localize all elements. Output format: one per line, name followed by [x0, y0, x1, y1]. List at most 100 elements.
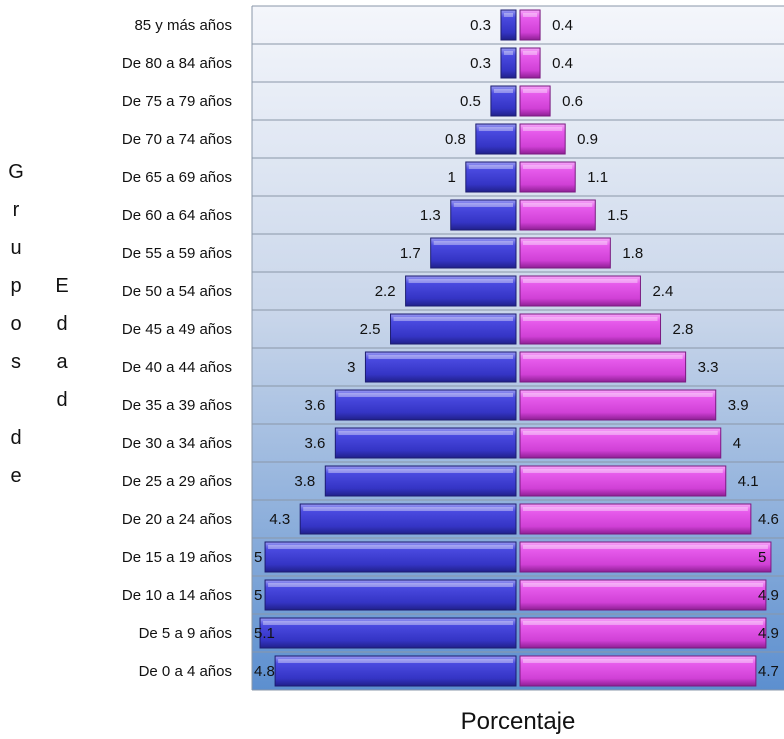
bar-right: [519, 465, 727, 497]
category-label: De 70 a 74 años: [122, 131, 232, 148]
y-axis-title-letter: s: [11, 351, 21, 373]
category-label: De 20 a 24 años: [122, 511, 232, 528]
value-label-right: 0.4: [552, 17, 573, 34]
category-label: 85 y más años: [134, 17, 232, 34]
bar-right: [519, 313, 662, 345]
bar-right-highlight: [523, 51, 538, 55]
bar-left-highlight: [433, 241, 513, 245]
category-label: De 80 a 84 años: [122, 55, 232, 72]
bar-right-highlight: [523, 165, 573, 169]
bar-left: [490, 85, 517, 117]
bar-right: [519, 389, 717, 421]
bar-right: [519, 541, 772, 573]
value-label-right: 3.3: [698, 359, 719, 376]
bar-right-highlight: [523, 241, 608, 245]
bar-left-highlight: [338, 393, 513, 397]
value-label-left: 2.2: [375, 283, 396, 300]
category-label: De 0 a 4 años: [139, 663, 232, 680]
bar-left: [500, 47, 517, 79]
bar-right-highlight: [523, 393, 713, 397]
bar-left-highlight: [478, 127, 513, 131]
value-label-right: 0.9: [577, 131, 598, 148]
bar-left-highlight: [303, 507, 513, 511]
value-label-right: 4.9: [758, 587, 779, 604]
bar-left-highlight: [268, 583, 513, 587]
bar-left-highlight: [468, 165, 513, 169]
bar-left-highlight: [453, 203, 513, 207]
bar-left: [274, 655, 517, 687]
bar-left: [390, 313, 517, 345]
y-axis-title-letter: p: [10, 275, 21, 297]
bar-left-highlight: [268, 545, 513, 549]
x-axis-title: Porcentaje: [461, 708, 576, 735]
category-label: De 65 a 69 años: [122, 169, 232, 186]
bar-left-highlight: [393, 317, 513, 321]
value-label-left: 4.8: [254, 663, 275, 680]
category-label: De 35 a 39 años: [122, 397, 232, 414]
bar-left-highlight: [408, 279, 513, 283]
value-label-right: 1.1: [587, 169, 608, 186]
bars: [259, 9, 772, 687]
y-axis-title-letter: d: [10, 427, 21, 449]
bar-right-highlight: [523, 507, 748, 511]
value-label-right: 1.5: [607, 207, 628, 224]
bar-right: [519, 199, 596, 231]
bar-right-highlight: [523, 469, 723, 473]
bar-right-highlight: [523, 317, 658, 321]
grid-lines: [251, 5, 784, 691]
bar-left: [500, 9, 517, 41]
bar-right-highlight: [523, 621, 763, 625]
value-label-right: 4.7: [758, 663, 779, 680]
value-label-right: 0.6: [562, 93, 583, 110]
y-axis-title-letter: e: [10, 465, 21, 487]
bar-right: [519, 275, 641, 307]
bar-right-highlight: [523, 89, 548, 93]
category-label: De 30 a 34 años: [122, 435, 232, 452]
category-label: De 40 a 44 años: [122, 359, 232, 376]
value-label-left: 0.5: [460, 93, 481, 110]
bar-right: [519, 351, 687, 383]
value-label-right: 3.9: [728, 397, 749, 414]
value-label-right: 1.8: [622, 245, 643, 262]
value-label-right: 2.8: [673, 321, 694, 338]
y-axis-title-letter: E: [55, 275, 68, 297]
bar-right-highlight: [523, 583, 763, 587]
bar-right-highlight: [523, 431, 718, 435]
y-axis-title-letter: u: [10, 237, 21, 259]
bar-right: [519, 237, 611, 269]
y-axis-title-letter: d: [56, 313, 67, 335]
category-label: De 75 a 79 años: [122, 93, 232, 110]
bar-right: [519, 9, 541, 41]
y-axis-title-letter: o: [10, 313, 21, 335]
bar-left-highlight: [338, 431, 513, 435]
bar-left: [334, 389, 517, 421]
bar-left-highlight: [368, 355, 513, 359]
bar-right: [519, 655, 757, 687]
bar-right: [519, 617, 767, 649]
category-label: De 60 a 64 años: [122, 207, 232, 224]
bar-left: [364, 351, 517, 383]
category-label: De 5 a 9 años: [139, 625, 232, 642]
bar-right: [519, 427, 722, 459]
value-label-right: 4.6: [758, 511, 779, 528]
bar-right-highlight: [523, 127, 563, 131]
bar-left: [264, 579, 517, 611]
bar-left: [465, 161, 517, 193]
bar-left: [259, 617, 517, 649]
value-label-left: 5: [254, 587, 262, 604]
y-axis-title-letter: r: [13, 199, 20, 221]
value-label-left: 4.3: [269, 511, 290, 528]
bar-right-highlight: [523, 203, 593, 207]
value-label-left: 1: [447, 169, 455, 186]
bar-left: [264, 541, 517, 573]
category-label: De 15 a 19 años: [122, 549, 232, 566]
y-axis-title-letter: d: [56, 389, 67, 411]
value-label-left: 3: [347, 359, 355, 376]
value-label-right: 4.1: [738, 473, 759, 490]
value-label-left: 5: [254, 549, 262, 566]
bar-left-highlight: [278, 659, 513, 663]
bar-left: [475, 123, 517, 155]
value-label-left: 3.6: [304, 397, 325, 414]
bar-right-highlight: [523, 659, 753, 663]
bar-left-highlight: [503, 51, 513, 55]
